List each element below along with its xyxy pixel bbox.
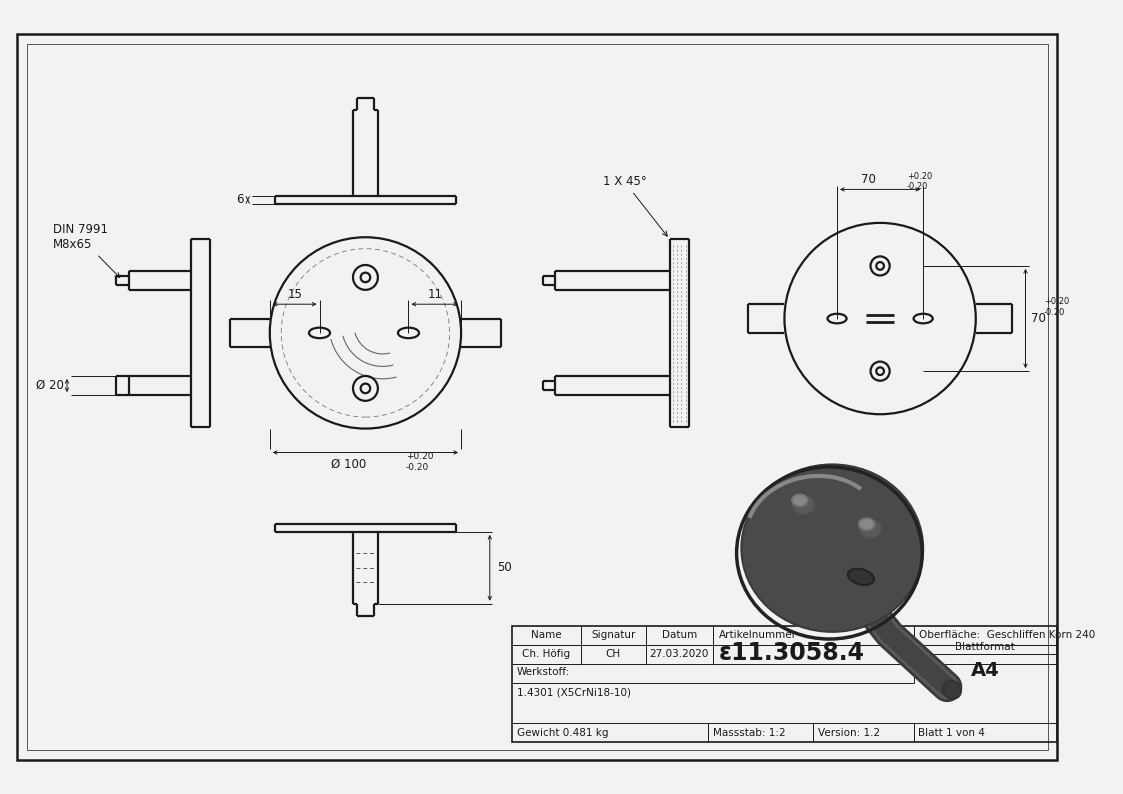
Text: Ch. Höfig: Ch. Höfig	[522, 649, 570, 659]
Text: Signatur: Signatur	[591, 630, 636, 640]
Text: A4: A4	[971, 661, 999, 680]
Ellipse shape	[859, 518, 875, 530]
Text: Ø 20: Ø 20	[36, 379, 64, 392]
Text: 70: 70	[861, 173, 876, 187]
Ellipse shape	[741, 464, 923, 632]
Text: Massstab: 1:2: Massstab: 1:2	[713, 728, 785, 738]
Text: Version: 1.2: Version: 1.2	[818, 728, 880, 738]
Ellipse shape	[860, 520, 882, 538]
Text: Ø 100: Ø 100	[330, 457, 366, 471]
Text: Werkstoff:: Werkstoff:	[517, 666, 569, 676]
Text: +0.20
-0.20: +0.20 -0.20	[1043, 298, 1069, 317]
Ellipse shape	[942, 680, 961, 699]
Text: DIN 7991
M8x65: DIN 7991 M8x65	[53, 223, 120, 278]
Text: Artikelnummer: Artikelnummer	[719, 630, 796, 640]
Text: 70: 70	[1031, 312, 1047, 325]
Ellipse shape	[793, 496, 814, 514]
Text: +0.20
-0.20: +0.20 -0.20	[907, 172, 932, 191]
Text: 11: 11	[427, 288, 442, 301]
Text: 50: 50	[497, 561, 512, 574]
Text: Name: Name	[531, 630, 562, 640]
Text: Oberfläche:  Geschliffen Korn 240: Oberfläche: Geschliffen Korn 240	[920, 630, 1096, 640]
Text: 27.03.2020: 27.03.2020	[649, 649, 709, 659]
Text: Blatt 1 von 4: Blatt 1 von 4	[919, 728, 985, 738]
Text: 15: 15	[287, 288, 302, 301]
Bar	[512, 626, 1057, 742]
Text: +0.20
-0.20: +0.20 -0.20	[405, 453, 433, 472]
Text: 6: 6	[236, 194, 244, 206]
Text: Datum: Datum	[661, 630, 697, 640]
Ellipse shape	[848, 569, 874, 585]
Text: CH: CH	[605, 649, 621, 659]
Text: ε11.3058.4: ε11.3058.4	[719, 642, 865, 665]
Text: Blattformat: Blattformat	[956, 642, 1015, 652]
Ellipse shape	[792, 495, 807, 506]
Text: 1.4301 (X5CrNi18-10): 1.4301 (X5CrNi18-10)	[517, 688, 631, 698]
Text: 1 X 45°: 1 X 45°	[603, 175, 667, 236]
Text: Gewicht 0.481 kg: Gewicht 0.481 kg	[517, 728, 608, 738]
